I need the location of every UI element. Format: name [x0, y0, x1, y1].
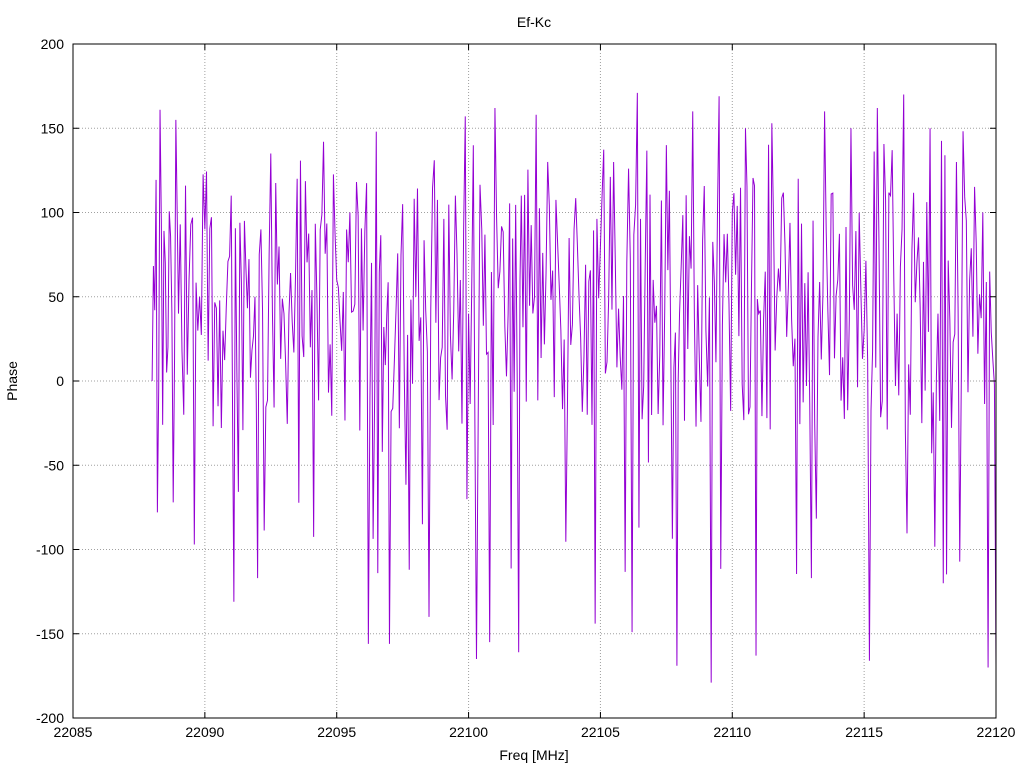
y-tick-label: -50: [44, 457, 64, 473]
y-tick-label: -150: [36, 626, 64, 642]
tick-marks: [72, 43, 997, 719]
x-tick-label: 22095: [317, 724, 356, 740]
chart-title: Ef-Kc: [517, 14, 551, 30]
y-tick-label: 50: [48, 289, 64, 305]
y-tick-label: 150: [41, 120, 65, 136]
y-tick-label: -200: [36, 710, 64, 726]
y-tick-label: 200: [41, 36, 65, 52]
x-axis-label: Freq [MHz]: [499, 747, 568, 763]
x-tick-label: 22110: [713, 724, 751, 740]
y-tick-label: 0: [56, 373, 64, 389]
x-tick-label: 22090: [185, 724, 224, 740]
x-tick-label: 22100: [449, 724, 488, 740]
y-tick-label: -100: [36, 542, 64, 558]
x-tick-labels: 22085 22090 22095 22100 22105 22110 22115 22120: [54, 724, 1016, 740]
series-line-group: [151, 92, 997, 683]
x-tick-label: 22115: [845, 724, 883, 740]
x-tick-label: 22085: [54, 724, 93, 740]
x-tick-label: 22105: [581, 724, 620, 740]
x-tick-label: 22120: [977, 724, 1016, 740]
y-tick-labels: -200 -150 -100 -50 0 50 100 150 200: [36, 36, 64, 726]
series-line-0: [151, 92, 997, 683]
y-axis-label: Phase: [4, 361, 20, 401]
y-tick-label: 100: [41, 205, 65, 221]
